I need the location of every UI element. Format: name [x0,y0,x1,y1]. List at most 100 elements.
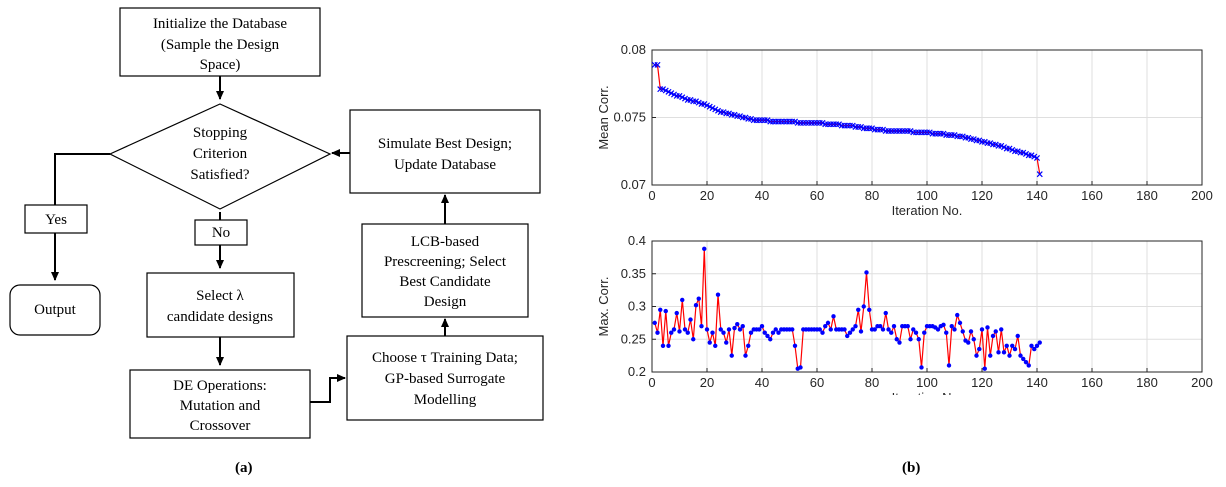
data-point [773,327,778,332]
data-point [658,307,663,312]
x-tick-label: 200 [1191,375,1213,390]
no-label-box [194,219,248,246]
data-point [990,333,996,339]
data-point [872,327,877,332]
data-point [820,330,825,335]
data-point [663,308,668,314]
data-point [919,365,924,370]
data-point [798,365,803,370]
data-point [669,330,674,335]
data-point [886,327,891,332]
simulate-line-2: Update Database [394,157,496,173]
stop-line-2: Criterion [193,146,248,162]
data-point [718,327,723,332]
data-point [858,329,864,334]
data-point [652,320,657,326]
data-point [768,337,773,342]
x-tick-label: 60 [810,375,824,390]
data-point [696,296,701,301]
data-point [735,321,740,327]
lcb-line-4: Design [424,294,467,310]
data-point [660,343,666,348]
data-point [743,353,748,358]
x-tick-label: 80 [865,375,879,390]
data-point [977,346,982,352]
de-line-3: Crossover [190,418,251,434]
x-tick-label: 40 [755,188,769,203]
data-point [1032,346,1037,352]
x-tick-label: 160 [1081,375,1103,390]
lcb-prescreening-box [361,223,529,318]
data-point [960,329,965,334]
y-axis-label: Max. Corr. [596,277,611,337]
data-point [864,270,869,275]
simulate-line-1: Simulate Best Design; [378,136,512,152]
data-point [721,330,726,335]
x-tick-label: 100 [916,375,938,390]
data-point [757,327,762,332]
select-line-2: candidate designs [167,309,273,325]
data-point [1015,333,1020,339]
data-point [825,320,831,326]
x-tick-label: 80 [865,188,879,203]
data-point [740,323,745,329]
data-point [765,333,770,339]
data-point [654,61,661,68]
data-point [968,329,974,334]
data-point [889,330,894,335]
data-point [988,353,993,358]
max-corr-chart: 0 20 40 60 80 100 120 140 160 180 200 0.2 0.25 0.3 0.3… [596,233,1213,395]
data-point [748,330,754,335]
x-tick-label: 180 [1136,188,1158,203]
x-tick-label: 0 [648,188,655,203]
data-point [671,327,677,332]
y-tick-label: 0.35 [621,266,646,281]
lcb-line-3: Best Candidate [399,274,491,290]
data-point [1021,356,1026,362]
data-point [691,337,696,342]
data-point [1023,359,1029,365]
x-tick-label: 180 [1136,375,1158,390]
data-point [732,325,737,331]
data-point [828,327,833,332]
data-point [726,327,732,332]
data-point [1012,346,1018,352]
stop-line-3: Satisfied? [190,167,249,183]
data-point [847,330,853,335]
data-point [831,314,836,319]
data-point [941,322,946,328]
data-point [655,330,660,335]
data-point [702,246,707,252]
y-tick-label: 0.2 [628,364,646,379]
y-tick-label: 0.07 [621,177,646,192]
x-tick-label: 40 [755,375,769,390]
data-point [704,327,710,332]
data-point [908,337,913,342]
yes-label-box [24,204,88,234]
data-point [685,330,690,335]
data-point [776,330,781,335]
data-point [955,312,960,318]
x-tick-label: 100 [916,188,938,203]
stopping-criterion-diamond [108,103,332,210]
x-tick-label: 160 [1081,188,1103,203]
init-database-box [119,7,321,77]
data-point [713,343,718,348]
data-point [891,323,897,329]
lcb-line-2: Prescreening; Select [384,254,507,270]
flowchart: Initialize the Database (Sample the Desi… [9,7,544,439]
data-point [817,327,822,332]
data-point [922,330,927,335]
mean-corr-chart: 0 20 40 60 80 100 120 140 160 180 200 0.07 0.075 0.08… [596,42,1213,218]
data-point [971,337,976,342]
data-point [842,327,847,332]
y-tick-label: 0.08 [621,42,646,57]
data-point [715,292,721,297]
data-point [935,327,941,332]
simulate-best-box [349,109,541,194]
data-point [946,363,952,368]
x-axis-label: Iteration No. [892,390,963,395]
yes-label: Yes [45,212,67,228]
data-point [913,330,919,335]
no-label: No [212,225,230,241]
